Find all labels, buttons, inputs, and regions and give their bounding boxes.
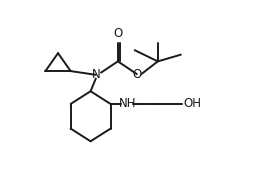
Text: OH: OH [183, 97, 201, 110]
Text: N: N [91, 68, 100, 81]
Text: NH: NH [119, 97, 136, 110]
Text: O: O [132, 68, 141, 81]
Text: O: O [113, 28, 122, 41]
